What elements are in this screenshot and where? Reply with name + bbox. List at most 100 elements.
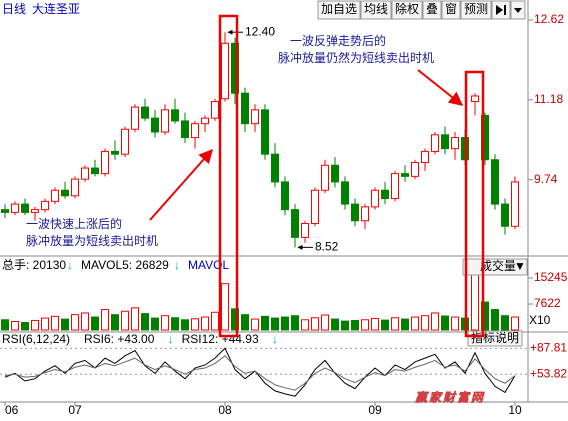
candle-body [301, 223, 309, 238]
toolbar-button-label[interactable]: 预测 [464, 2, 488, 16]
volume-bar [451, 316, 459, 331]
candle-body [501, 203, 509, 227]
point-label: 12.40 [245, 24, 275, 38]
volume-button-label[interactable]: 成交量 [480, 258, 516, 273]
volume-bar [111, 314, 119, 331]
candle-body [311, 189, 319, 225]
candle-body [21, 203, 29, 213]
candle-body [481, 114, 489, 161]
rsi-line [4, 347, 516, 397]
rsi-title: RSI(6,12,24) [2, 332, 70, 346]
toolbar-button-label[interactable]: 均线 [364, 2, 388, 16]
volume-bar [301, 319, 309, 331]
volume-bar [101, 309, 109, 331]
candle-body [51, 189, 59, 202]
toolbar-button[interactable] [460, 0, 492, 20]
volume-bar [371, 317, 379, 331]
volume-bar [361, 319, 369, 331]
y-tick-label: +87.81 [530, 341, 567, 355]
legend-entry: RSI6: +43.00 [84, 332, 155, 346]
toolbar-button[interactable] [360, 0, 392, 20]
candle-body [81, 167, 89, 180]
candle-body [401, 173, 409, 177]
arrow [417, 69, 464, 106]
candle-body [31, 209, 39, 213]
candle-body [271, 153, 279, 183]
candle-body [371, 189, 379, 208]
volume-bar [71, 314, 79, 331]
x-tick-label: 10 [508, 403, 522, 417]
candle-body [351, 203, 359, 222]
candle-body [71, 178, 79, 197]
x-tick-label: 07 [68, 403, 82, 417]
volume-bar [41, 317, 49, 331]
volume-bar [281, 316, 289, 331]
arrow-icon: ↓ [67, 258, 73, 272]
candle-body [61, 189, 69, 197]
candle-body [431, 134, 439, 152]
volume-bar [21, 322, 29, 331]
candle-body [381, 189, 389, 200]
candle-body [221, 42, 229, 100]
volume-bar [221, 283, 229, 331]
volume-bar [261, 315, 269, 331]
toolbar-button[interactable] [441, 0, 461, 20]
indicator-button-label[interactable]: 指标说明 [471, 330, 519, 345]
candle-body [181, 120, 189, 139]
annotation: 脉冲放量仍然为短线卖出时机 [278, 50, 434, 65]
volume-bar [11, 320, 19, 331]
candle-body [161, 109, 169, 133]
toolbar-button-label[interactable]: 加自选 [321, 2, 357, 16]
volume-bar [381, 319, 389, 331]
candle-body [171, 109, 179, 122]
candle-body [101, 150, 109, 175]
stock-name: 大连圣亚 [32, 1, 80, 16]
y-tick-label: 7622 [534, 296, 561, 310]
candle-body [411, 162, 419, 177]
candle-body [421, 150, 429, 164]
rsi-line [4, 355, 516, 391]
watermark: 赢家财富网 [415, 391, 485, 405]
candle-body [121, 128, 129, 155]
x-tick-label: 08 [218, 403, 232, 417]
candle-body [281, 181, 289, 211]
candle-body [361, 206, 369, 222]
candle-body [321, 164, 329, 191]
candle-body [251, 109, 259, 125]
volume-legend: 总手: 20130 [2, 258, 66, 272]
candle-body [491, 159, 499, 205]
volume-bar [251, 318, 259, 331]
volume-button[interactable] [462, 258, 528, 276]
candle-body [331, 164, 339, 183]
x-tick-label: 06 [5, 403, 19, 417]
volume-bar [501, 315, 509, 331]
candle-body [131, 106, 139, 130]
candle-body [141, 106, 149, 119]
volume-bar [131, 307, 139, 331]
nav-icon [496, 5, 506, 15]
legend-entry: RSI12: +44.93 [182, 332, 259, 346]
candle-body [211, 101, 219, 119]
candle-body [341, 181, 349, 205]
point-label: 8.52 [315, 240, 339, 254]
volume-bar [91, 316, 99, 331]
volume-bar [401, 318, 409, 331]
toolbar-button[interactable] [422, 0, 442, 20]
toolbar-button-label[interactable]: 叠 [426, 2, 438, 16]
volume-bar [231, 308, 239, 331]
volume-bar [441, 315, 449, 331]
candle-body [111, 150, 119, 155]
volume-bar [511, 316, 519, 331]
toolbar-button-label[interactable]: 除权 [395, 1, 419, 16]
volume-bar [491, 309, 499, 331]
toolbar-button[interactable] [317, 0, 361, 20]
candle-body [451, 137, 459, 150]
toolbar-button[interactable] [391, 0, 423, 20]
volume-bar [171, 317, 179, 331]
toolbar-button-label[interactable]: 窗 [445, 2, 457, 16]
volume-bar [391, 317, 399, 331]
volume-bar [81, 312, 89, 331]
volume-bar [191, 318, 199, 331]
dropdown-icon: ▼ [514, 259, 526, 273]
